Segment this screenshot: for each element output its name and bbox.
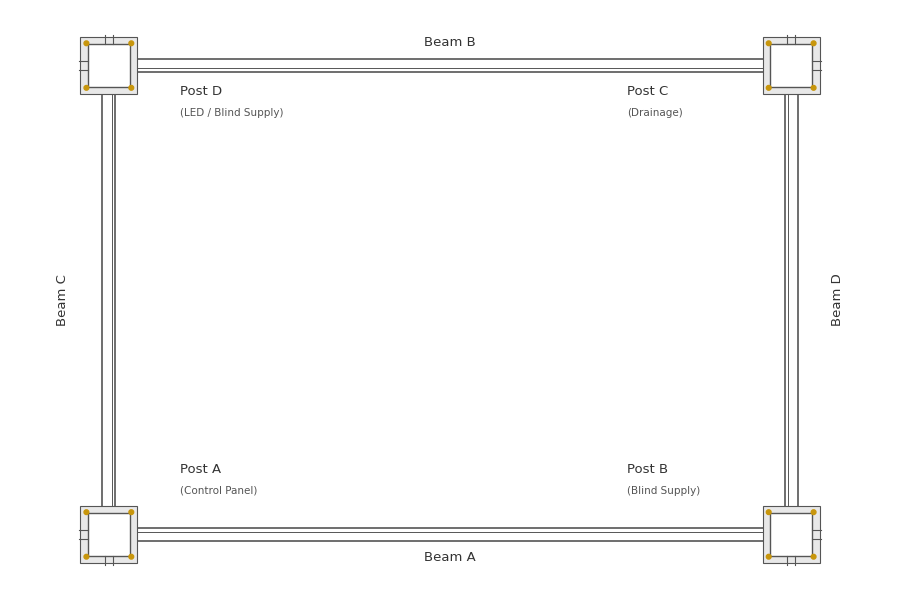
Circle shape [84,41,89,46]
Circle shape [811,554,816,559]
Circle shape [766,554,771,559]
Circle shape [766,510,771,515]
Text: Beam D: Beam D [831,274,843,326]
Circle shape [129,85,134,90]
Text: Post A: Post A [180,463,220,476]
Bar [80,506,137,563]
Text: Beam A: Beam A [424,551,476,565]
Text: Post C: Post C [627,85,669,98]
Circle shape [129,554,134,559]
Bar [87,514,130,556]
Bar [770,514,813,556]
Circle shape [129,41,134,46]
Circle shape [811,510,816,515]
Text: (Control Panel): (Control Panel) [180,485,257,496]
Circle shape [766,41,771,46]
Bar [763,506,820,563]
Text: (LED / Blind Supply): (LED / Blind Supply) [180,107,284,118]
Text: (Blind Supply): (Blind Supply) [627,485,700,496]
Circle shape [766,85,771,90]
Text: (Drainage): (Drainage) [627,107,683,118]
Circle shape [84,85,89,90]
Text: Post D: Post D [180,85,222,98]
Circle shape [811,85,816,90]
Bar [80,37,137,94]
Circle shape [129,510,134,515]
Bar [87,44,130,86]
Bar [763,37,820,94]
Circle shape [811,41,816,46]
Text: Beam C: Beam C [57,274,69,326]
Bar [770,44,813,86]
Circle shape [84,510,89,515]
Text: Post B: Post B [627,463,669,476]
Text: Beam B: Beam B [424,35,476,49]
Circle shape [84,554,89,559]
